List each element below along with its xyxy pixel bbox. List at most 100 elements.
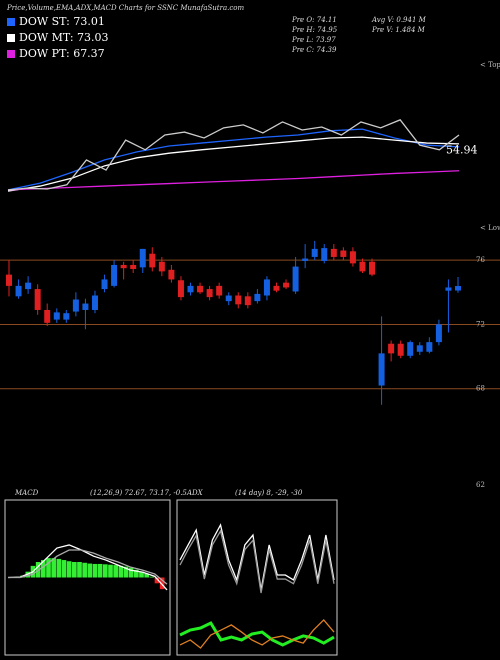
candle-body xyxy=(206,289,213,298)
candle-body xyxy=(44,309,51,323)
candle-body xyxy=(101,279,108,290)
candle-body xyxy=(254,293,261,302)
histogram-bar xyxy=(77,562,82,578)
histogram-bar xyxy=(113,565,118,578)
histogram-bar xyxy=(128,567,134,578)
candle-body xyxy=(15,285,22,297)
candle-body xyxy=(416,345,423,352)
candle-body xyxy=(216,285,223,296)
histogram-bar xyxy=(46,558,51,578)
series-line xyxy=(7,544,168,591)
panel-subtitle: (14 day) 8, -29, -30 xyxy=(235,489,303,497)
candle-body xyxy=(63,313,70,320)
histogram-bar xyxy=(66,561,72,578)
candle-body xyxy=(130,264,137,269)
y-tick-label: 76 xyxy=(476,256,485,264)
histogram-bar xyxy=(139,571,144,578)
end-label: 54.94 xyxy=(446,144,478,157)
info-text: Pre O: 74.11 xyxy=(291,16,337,24)
legend-swatch xyxy=(7,50,15,58)
y-tick-label: 62 xyxy=(476,481,485,489)
candle-body xyxy=(158,261,165,272)
info-text: Pre C: 74.39 xyxy=(291,46,337,54)
series-line xyxy=(7,119,460,191)
candle-body xyxy=(25,282,32,290)
candle-body xyxy=(330,248,337,257)
series-line xyxy=(179,529,335,594)
legend-swatch xyxy=(7,34,15,42)
panel-title: MACD xyxy=(14,489,39,497)
candle-body xyxy=(349,251,356,264)
candle-body xyxy=(359,261,366,272)
candle-body xyxy=(435,324,442,343)
panel-subtitle: (12,26,9) 72.67, 73.17, -0.5 xyxy=(90,489,187,497)
histogram-bar xyxy=(149,576,155,578)
panel-frame xyxy=(176,499,338,656)
candle-body xyxy=(244,296,251,306)
histogram-bar xyxy=(134,569,139,578)
y-tick-label: 68 xyxy=(476,385,485,393)
candle-body xyxy=(34,289,41,310)
candle-body xyxy=(177,280,184,298)
candle-body xyxy=(235,295,242,305)
series-line xyxy=(179,619,335,649)
panel-frame xyxy=(4,499,171,656)
histogram-bar xyxy=(144,573,149,578)
histogram-bar xyxy=(123,566,129,578)
candle-body xyxy=(187,285,194,293)
histogram-bar xyxy=(72,562,77,578)
candle-body xyxy=(388,343,395,354)
candle-body xyxy=(53,312,60,320)
candle-body xyxy=(197,285,204,293)
candle-body xyxy=(149,253,156,268)
candle-body xyxy=(283,282,290,288)
candle-body xyxy=(407,342,414,356)
histogram-bar xyxy=(56,558,62,578)
candle-body xyxy=(139,248,146,268)
candle-body xyxy=(369,261,376,275)
candle-body xyxy=(311,248,318,257)
candle-body xyxy=(72,299,79,312)
series-line xyxy=(179,523,335,591)
candle-body xyxy=(273,285,280,291)
corner-label: < Tops xyxy=(480,61,500,69)
histogram-bar xyxy=(159,577,165,590)
corner-label: < Lows xyxy=(480,224,500,232)
info-text: Pre H: 74.95 xyxy=(291,26,338,34)
candle-body xyxy=(445,287,452,291)
candle-body xyxy=(397,343,404,356)
candle-body xyxy=(378,353,385,386)
histogram-bar xyxy=(118,565,124,578)
series-line xyxy=(7,128,460,191)
histogram-bar xyxy=(97,563,103,578)
candle-body xyxy=(120,264,127,269)
candle-body xyxy=(321,248,328,261)
candle-body xyxy=(302,258,309,261)
histogram-bar xyxy=(103,564,108,578)
candle-body xyxy=(91,295,98,310)
candle-body xyxy=(292,266,299,292)
histogram-bar xyxy=(108,564,113,578)
histogram-bar xyxy=(92,563,98,578)
info-text: Pre V: 1.484 M xyxy=(371,26,426,34)
legend-label: DOW ST: 73.01 xyxy=(19,15,105,28)
histogram-bar xyxy=(61,560,67,578)
legend-label: DOW PT: 67.37 xyxy=(19,47,105,60)
histogram-bar xyxy=(41,560,46,578)
candle-body xyxy=(340,250,347,257)
histogram-bar xyxy=(154,577,160,584)
series-line xyxy=(7,170,460,191)
candle-body xyxy=(455,286,461,291)
histogram-bar xyxy=(87,563,93,578)
legend-label: DOW MT: 73.03 xyxy=(19,31,109,44)
y-tick-label: 72 xyxy=(476,320,485,328)
chart-title: Price,Volume,EMA,ADX,MACD Charts for SSN… xyxy=(6,4,244,12)
candle-body xyxy=(111,264,118,286)
panel-title: ADX xyxy=(186,489,204,497)
candle-body xyxy=(225,295,232,302)
candle-body xyxy=(168,269,175,280)
info-text: Pre L: 73.97 xyxy=(291,36,336,44)
candle-body xyxy=(6,274,12,286)
series-line xyxy=(8,549,168,585)
